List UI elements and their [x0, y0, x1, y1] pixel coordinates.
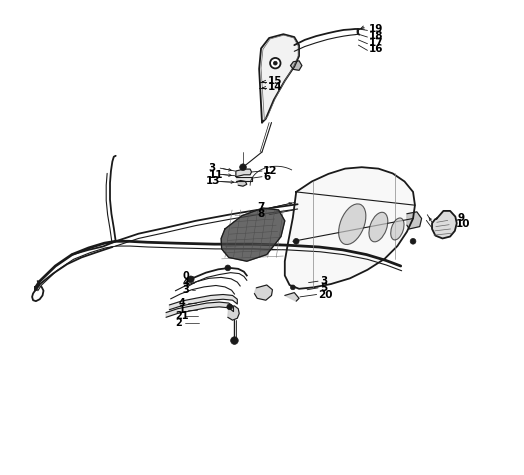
Text: 3: 3	[182, 285, 189, 295]
Circle shape	[293, 238, 299, 244]
Text: 1: 1	[179, 304, 185, 315]
Circle shape	[270, 58, 280, 68]
Ellipse shape	[369, 212, 388, 242]
Text: 18: 18	[368, 31, 383, 41]
Polygon shape	[221, 208, 285, 261]
Text: 7: 7	[257, 202, 265, 212]
Polygon shape	[169, 294, 237, 310]
Polygon shape	[236, 177, 252, 180]
Polygon shape	[290, 61, 302, 70]
Polygon shape	[285, 167, 415, 289]
Polygon shape	[166, 302, 234, 317]
Text: 3: 3	[209, 163, 216, 173]
Text: 9: 9	[457, 212, 465, 223]
Text: 20: 20	[318, 289, 333, 300]
Ellipse shape	[339, 204, 366, 245]
Text: 16: 16	[368, 44, 383, 55]
Polygon shape	[254, 285, 272, 300]
Polygon shape	[259, 34, 299, 123]
Circle shape	[231, 337, 238, 344]
Text: 17: 17	[368, 38, 383, 48]
Polygon shape	[237, 180, 247, 186]
Polygon shape	[285, 293, 299, 301]
Circle shape	[410, 238, 416, 244]
Text: 6: 6	[263, 172, 270, 182]
Polygon shape	[236, 169, 252, 177]
Text: 0: 0	[182, 271, 189, 282]
Polygon shape	[228, 306, 239, 320]
Text: 4: 4	[179, 298, 185, 308]
Circle shape	[225, 265, 231, 271]
Text: 12: 12	[263, 165, 277, 176]
Circle shape	[188, 276, 194, 283]
Text: 13: 13	[206, 176, 221, 187]
Text: 15: 15	[268, 76, 282, 86]
Text: 2: 2	[176, 318, 182, 328]
Circle shape	[227, 304, 233, 310]
Text: 11: 11	[209, 170, 223, 180]
Text: 21: 21	[176, 311, 189, 322]
Circle shape	[274, 61, 277, 65]
Polygon shape	[407, 212, 422, 229]
Circle shape	[239, 164, 246, 171]
Text: 8: 8	[257, 209, 265, 219]
Text: 10: 10	[456, 219, 471, 229]
Polygon shape	[432, 211, 457, 238]
Text: 19: 19	[368, 24, 383, 35]
Text: 4: 4	[182, 278, 189, 288]
Text: 14: 14	[268, 82, 282, 93]
Ellipse shape	[391, 218, 404, 240]
Text: 3: 3	[320, 276, 327, 286]
Text: 5: 5	[320, 283, 327, 293]
Circle shape	[290, 285, 295, 290]
